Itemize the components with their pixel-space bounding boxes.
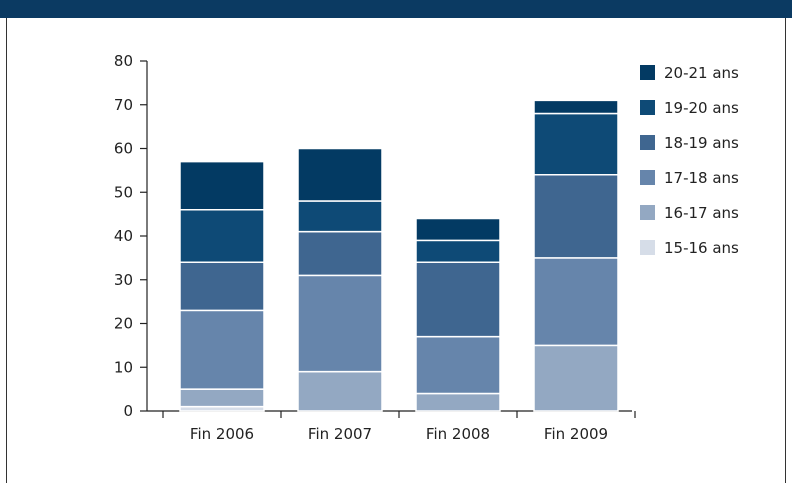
- legend-label: 17-18 ans: [664, 169, 739, 187]
- bar-segment: [297, 147, 383, 202]
- bar-segment: [533, 99, 619, 115]
- y-tick-label: 70: [114, 96, 133, 114]
- bars: [179, 99, 619, 412]
- bar-segment: [297, 274, 383, 373]
- bar-segment: [297, 370, 383, 412]
- legend-swatch: [640, 100, 655, 115]
- legend-label: 18-19 ans: [664, 134, 739, 152]
- x-axis: Fin 2006 Fin 2007 Fin 2008 Fin 2009: [147, 410, 636, 443]
- bar-segment: [533, 112, 619, 176]
- x-tick-label: Fin 2006: [190, 425, 254, 443]
- legend-swatch: [640, 135, 655, 150]
- y-tick-label: 20: [114, 315, 133, 333]
- bar-segment: [179, 309, 265, 390]
- bar-segment: [297, 230, 383, 277]
- y-tick-label: 60: [114, 140, 133, 158]
- bar-segment: [415, 217, 501, 242]
- y-axis: 0 10 20 30 40 50 60 70 80: [114, 52, 148, 420]
- legend: 20-21 ans 19-20 ans 18-19 ans 17-18 ans 16-1…: [640, 64, 739, 257]
- y-tick-label: 10: [114, 358, 133, 376]
- bar-segment: [533, 257, 619, 347]
- bar-segment: [179, 261, 265, 312]
- bar-segment: [533, 344, 619, 412]
- header-band: [0, 0, 792, 18]
- y-tick-label: 80: [114, 52, 133, 70]
- bar-segment: [179, 209, 265, 263]
- bar-segment: [297, 200, 383, 233]
- bar-segment: [415, 261, 501, 338]
- bar-segment: [179, 160, 265, 211]
- frame-left-border: [6, 18, 7, 483]
- legend-label: 20-21 ans: [664, 64, 739, 82]
- x-tick-label: Fin 2007: [308, 425, 372, 443]
- legend-swatch: [640, 240, 655, 255]
- legend-label: 15-16 ans: [664, 239, 739, 257]
- y-tick-label: 50: [114, 183, 133, 201]
- bar-segment: [533, 174, 619, 259]
- x-tick-label: Fin 2009: [544, 425, 608, 443]
- y-tick-label: 0: [123, 402, 133, 420]
- x-tick-label: Fin 2008: [426, 425, 490, 443]
- y-tick-label: 40: [114, 227, 133, 245]
- bar-segment: [179, 388, 265, 408]
- legend-swatch: [640, 65, 655, 80]
- legend-swatch: [640, 205, 655, 220]
- legend-label: 16-17 ans: [664, 204, 739, 222]
- bar-segment: [415, 335, 501, 395]
- bar-segment: [415, 392, 501, 412]
- legend-swatch: [640, 170, 655, 185]
- y-tick-label: 30: [114, 271, 133, 289]
- frame-right-border: [785, 18, 786, 483]
- legend-label: 19-20 ans: [664, 99, 739, 117]
- bar-segment: [415, 239, 501, 263]
